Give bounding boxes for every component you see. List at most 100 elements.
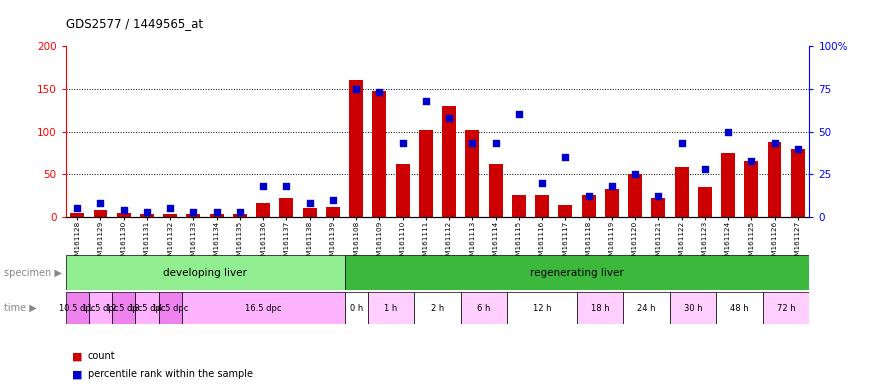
Bar bbox=[233, 214, 247, 217]
Point bbox=[419, 98, 433, 104]
Bar bbox=[136, 292, 158, 324]
Point bbox=[466, 141, 480, 147]
Bar bbox=[763, 292, 809, 324]
Bar bbox=[675, 167, 689, 217]
Bar bbox=[461, 292, 507, 324]
Point bbox=[70, 205, 84, 212]
Bar bbox=[303, 209, 317, 217]
Point bbox=[536, 180, 550, 186]
Bar bbox=[507, 292, 577, 324]
Text: 6 h: 6 h bbox=[477, 304, 491, 313]
Bar bbox=[112, 292, 136, 324]
Bar bbox=[210, 214, 224, 217]
Point bbox=[745, 157, 759, 164]
Bar bbox=[256, 203, 270, 217]
Point bbox=[326, 197, 340, 203]
Point bbox=[767, 141, 781, 147]
Point bbox=[791, 146, 805, 152]
Text: GDS2577 / 1449565_at: GDS2577 / 1449565_at bbox=[66, 17, 203, 30]
Text: 12 h: 12 h bbox=[533, 304, 551, 313]
Text: regenerating liver: regenerating liver bbox=[530, 268, 624, 278]
Text: time ▶: time ▶ bbox=[4, 303, 37, 313]
Text: 30 h: 30 h bbox=[684, 304, 703, 313]
Point bbox=[721, 128, 735, 135]
Bar bbox=[623, 292, 670, 324]
Bar bbox=[745, 161, 759, 217]
Point bbox=[628, 171, 642, 177]
Bar bbox=[326, 207, 340, 217]
Bar bbox=[605, 189, 619, 217]
Bar bbox=[140, 214, 154, 217]
Point bbox=[396, 141, 410, 147]
Bar bbox=[164, 214, 177, 217]
Bar bbox=[66, 255, 345, 290]
Bar bbox=[767, 142, 781, 217]
Bar bbox=[186, 214, 200, 217]
Bar bbox=[349, 80, 363, 217]
Bar bbox=[345, 255, 809, 290]
Bar bbox=[70, 213, 84, 217]
Point bbox=[558, 154, 572, 160]
Text: developing liver: developing liver bbox=[163, 268, 247, 278]
Bar bbox=[368, 292, 414, 324]
Point bbox=[512, 111, 526, 118]
Point bbox=[303, 200, 317, 206]
Text: 10.5 dpc: 10.5 dpc bbox=[59, 304, 95, 313]
Text: count: count bbox=[88, 351, 116, 361]
Bar bbox=[721, 153, 735, 217]
Point bbox=[140, 209, 154, 215]
Text: percentile rank within the sample: percentile rank within the sample bbox=[88, 369, 253, 379]
Bar bbox=[94, 210, 108, 217]
Text: specimen ▶: specimen ▶ bbox=[4, 268, 62, 278]
Text: 11.5 dpc: 11.5 dpc bbox=[82, 304, 119, 313]
Bar bbox=[182, 292, 345, 324]
Point bbox=[210, 209, 224, 215]
Bar bbox=[89, 292, 112, 324]
Bar bbox=[670, 292, 717, 324]
Point bbox=[116, 207, 130, 213]
Point bbox=[582, 194, 596, 200]
Text: 13.5 dpc: 13.5 dpc bbox=[129, 304, 165, 313]
Text: 2 h: 2 h bbox=[430, 304, 444, 313]
Bar bbox=[66, 292, 89, 324]
Bar bbox=[279, 198, 293, 217]
Text: 14.5 dpc: 14.5 dpc bbox=[152, 304, 188, 313]
Bar bbox=[116, 213, 130, 217]
Text: 18 h: 18 h bbox=[591, 304, 610, 313]
Point bbox=[697, 166, 711, 172]
Point bbox=[233, 209, 247, 215]
Bar bbox=[558, 205, 572, 217]
Text: 48 h: 48 h bbox=[731, 304, 749, 313]
Text: ■: ■ bbox=[72, 369, 82, 379]
Text: 16.5 dpc: 16.5 dpc bbox=[245, 304, 282, 313]
Bar bbox=[536, 195, 550, 217]
Bar bbox=[582, 195, 596, 217]
Point bbox=[279, 183, 293, 189]
Text: 72 h: 72 h bbox=[777, 304, 795, 313]
Bar bbox=[698, 187, 711, 217]
Bar bbox=[419, 130, 433, 217]
Point bbox=[256, 183, 270, 189]
Point bbox=[675, 141, 689, 147]
Bar bbox=[488, 164, 502, 217]
Point bbox=[94, 200, 108, 206]
Point bbox=[651, 194, 665, 200]
Bar bbox=[442, 106, 456, 217]
Text: 0 h: 0 h bbox=[349, 304, 363, 313]
Bar bbox=[717, 292, 763, 324]
Bar bbox=[512, 195, 526, 217]
Bar bbox=[158, 292, 182, 324]
Text: ■: ■ bbox=[72, 351, 82, 361]
Point bbox=[373, 89, 387, 95]
Point bbox=[349, 86, 363, 92]
Point bbox=[605, 183, 619, 189]
Text: 24 h: 24 h bbox=[637, 304, 656, 313]
Bar bbox=[373, 91, 387, 217]
Bar bbox=[345, 292, 368, 324]
Point bbox=[186, 209, 200, 215]
Bar bbox=[414, 292, 461, 324]
Text: 1 h: 1 h bbox=[384, 304, 397, 313]
Point bbox=[164, 205, 178, 212]
Point bbox=[488, 141, 502, 147]
Bar bbox=[466, 130, 480, 217]
